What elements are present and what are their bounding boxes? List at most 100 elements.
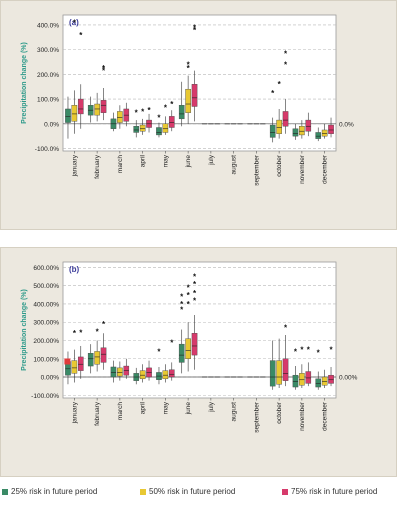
y-tick-label: 400.00% [33,301,59,308]
outlier-marker: * [180,300,184,309]
outlier-marker: * [164,104,168,113]
box [315,378,322,388]
y-tick-label: 300.0% [37,47,59,54]
panel-label: (b) [69,265,80,274]
box [321,376,328,386]
x-tick-label: november [299,154,306,184]
chart-panel-a: 400.0% 300.0% 200.0% 100.0% 0.0% -100.0% 0.0% P… [0,0,397,230]
box [191,332,198,356]
outlier-marker: * [193,280,197,289]
outlier-marker: * [73,329,77,338]
y-tick-label: -100.00% [31,393,59,400]
box [292,374,299,388]
box [117,367,123,377]
outlier-marker: * [193,289,197,298]
x-tick-label: january [71,154,78,177]
box [185,338,191,359]
legend-label-75: 75% risk in future period [291,487,378,496]
box [168,116,175,128]
outlier-marker: * [187,300,191,309]
box [71,360,78,374]
y-tick-label: 100.00% [33,356,59,363]
y-tick-label: 300.00% [33,320,59,327]
box [178,105,185,120]
outlier-marker: * [180,293,184,302]
outlier-marker: * [284,60,288,69]
x-tick-label: july [208,401,215,413]
box [191,84,198,107]
box [299,373,305,386]
box [315,132,322,139]
box [87,353,94,367]
x-tick-label: august [231,155,238,175]
x-tick-label: june [185,402,192,416]
legend-item-75: 75% risk in future period [282,487,377,496]
box [162,370,169,380]
x-tick-label: february [94,401,101,426]
outlier-marker: * [284,324,288,333]
outlier-marker: * [271,89,275,98]
box [305,119,312,132]
y-axis-label: Precipitation change (%) [21,42,28,124]
legend-item-50: 50% risk in future period [140,487,235,496]
plot-area [62,14,337,152]
y-tick-label: 0.0% [44,121,59,128]
y-tick-label: 200.0% [37,72,59,79]
box [178,343,185,363]
outlier-marker: * [79,31,83,40]
outlier-marker: * [187,60,191,69]
chart-panel-b: 600.00% 500.00% 400.00% 300.00% 200.00% 100.0… [0,247,397,477]
x-tick-label: april [140,401,147,414]
x-tick-label: march [117,155,124,173]
outlier-marker: * [79,328,83,337]
box [117,111,123,123]
outlier-marker: * [135,109,139,118]
x-tick-label: october [276,401,283,424]
outlier-marker: * [284,49,288,58]
legend-swatch-25 [2,488,8,495]
outlier-marker: * [294,347,298,356]
outlier-marker: * [180,305,184,314]
outlier-marker: * [157,114,161,123]
x-tick-label: september [253,154,260,186]
box [282,111,289,127]
outlier-marker: * [187,64,191,73]
outlier-marker: * [96,327,100,336]
y-axis-label: Precipitation change (%) [21,289,28,371]
y-tick-label: -100.0% [35,146,59,153]
x-tick-label: january [71,401,78,424]
box [168,369,175,378]
outlier-marker: * [170,100,174,109]
box [292,128,299,137]
box [139,124,146,132]
outlier-marker: * [157,347,161,356]
reference-line-label: 0.0% [339,121,354,128]
outlier-marker: * [147,106,151,115]
boxplot-chart-a: 400.0% 300.0% 200.0% 100.0% 0.0% -100.0% 0.0% P… [21,14,354,186]
x-tick-label: may [162,401,169,414]
outlier-marker: * [300,346,304,355]
outlier-marker: * [317,348,321,357]
highlight-marker [64,358,71,365]
outlier-marker: * [193,26,197,35]
box [139,370,146,380]
legend-swatch-50 [140,488,146,495]
box [133,126,140,133]
outlier-marker: * [187,291,191,300]
x-tick-label: april [140,154,147,167]
x-tick-label: august [231,402,238,422]
box [77,98,84,115]
outlier-marker: * [278,80,282,89]
box [100,347,107,363]
box [321,129,328,137]
x-tick-label: october [276,154,283,177]
y-tick-label: 600.00% [33,265,59,272]
box [100,100,107,113]
x-tick-label: may [162,154,169,167]
box [328,374,334,384]
x-tick-label: december [322,154,329,184]
box [269,124,276,138]
box [305,371,312,384]
legend-item-25: 25% risk in future period [2,487,97,496]
outlier-marker: * [193,273,197,282]
